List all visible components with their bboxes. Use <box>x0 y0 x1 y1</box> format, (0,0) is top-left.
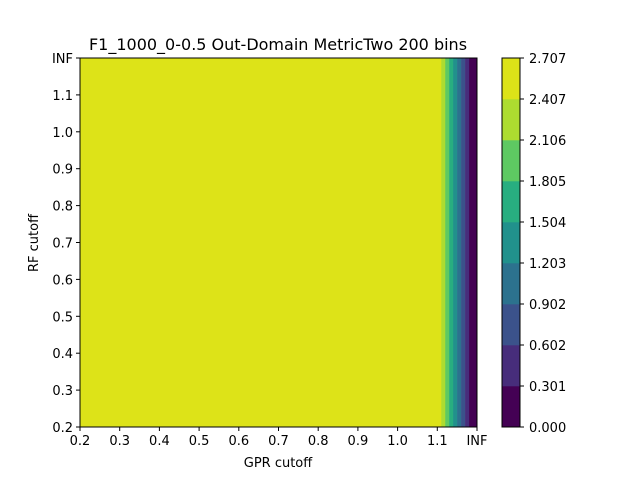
colorbar-tick-label: 1.504 <box>529 216 566 231</box>
colorbar-tick-label: 2.106 <box>529 134 566 149</box>
y-tick-label: INF <box>52 52 73 67</box>
contour-band <box>461 58 466 427</box>
colorbar-tick-label: 1.805 <box>529 175 566 190</box>
y-tick-label: 0.5 <box>52 310 73 325</box>
contour-band <box>445 58 450 427</box>
colorbar-segment <box>502 58 520 100</box>
contour-band <box>465 58 470 427</box>
x-tick-label: 1.1 <box>427 434 448 449</box>
x-axis: 0.2 0.3 0.4 0.5 0.6 0.7 0.8 0.9 1.0 1.1 INF <box>70 427 488 449</box>
colorbar-tick-label: 0.902 <box>529 298 566 313</box>
colorbar-tick-label: 2.707 <box>529 52 566 67</box>
x-tick-label: 0.2 <box>70 434 91 449</box>
colorbar-tick-label: 0.602 <box>529 339 566 354</box>
x-tick-label: 0.3 <box>109 434 130 449</box>
colorbar-segment <box>502 99 520 141</box>
colorbar-segment <box>502 222 520 264</box>
y-tick-label: 1.1 <box>52 89 73 104</box>
y-tick-label: 0.4 <box>52 347 73 362</box>
contour-band <box>469 58 478 427</box>
contour-band <box>457 58 462 427</box>
colorbar-segment <box>502 345 520 387</box>
y-axis: 0.2 0.3 0.4 0.5 0.6 0.7 0.8 0.9 1.0 1.1 INF <box>52 52 80 436</box>
y-tick-label: 0.3 <box>52 384 73 399</box>
contour-band <box>453 58 458 427</box>
x-axis-label: GPR cutoff <box>244 456 314 471</box>
y-tick-label: 0.2 <box>52 421 73 436</box>
y-axis-label: RF cutoff <box>27 213 42 272</box>
colorbar-frame <box>501 57 521 428</box>
y-tick-label: 0.9 <box>52 163 73 178</box>
x-tick-label: 0.8 <box>308 434 329 449</box>
contour-band <box>441 58 446 427</box>
y-tick-label: 0.6 <box>52 273 73 288</box>
plot-area <box>79 57 478 428</box>
contour-band <box>449 58 454 427</box>
x-tick-label: 1.0 <box>387 434 408 449</box>
chart-title: F1_1000_0-0.5 Out-Domain MetricTwo 200 b… <box>89 35 467 55</box>
y-tick-label: 0.7 <box>52 237 73 252</box>
colorbar-segment <box>502 386 520 428</box>
colorbar-segment <box>502 140 520 182</box>
colorbar-segment <box>502 263 520 305</box>
colorbar: 0.000 0.301 0.602 0.902 1.203 1.504 1.805 2.106… <box>501 52 566 436</box>
y-tick-label: 1.0 <box>52 126 73 141</box>
x-tick-label: 0.6 <box>228 434 249 449</box>
x-tick-label: 0.9 <box>348 434 369 449</box>
colorbar-segment <box>502 304 520 346</box>
x-tick-label: 0.7 <box>268 434 289 449</box>
y-tick-label: 0.8 <box>52 200 73 215</box>
colorbar-segment <box>502 181 520 223</box>
x-tick-label: INF <box>466 434 487 449</box>
colorbar-tick-label: 0.301 <box>529 380 566 395</box>
x-tick-label: 0.4 <box>149 434 170 449</box>
contour-band <box>80 58 442 427</box>
x-tick-label: 0.5 <box>189 434 210 449</box>
colorbar-tick-label: 1.203 <box>529 257 566 272</box>
colorbar-tick-label: 2.407 <box>529 93 566 108</box>
colorbar-tick-label: 0.000 <box>529 421 566 436</box>
